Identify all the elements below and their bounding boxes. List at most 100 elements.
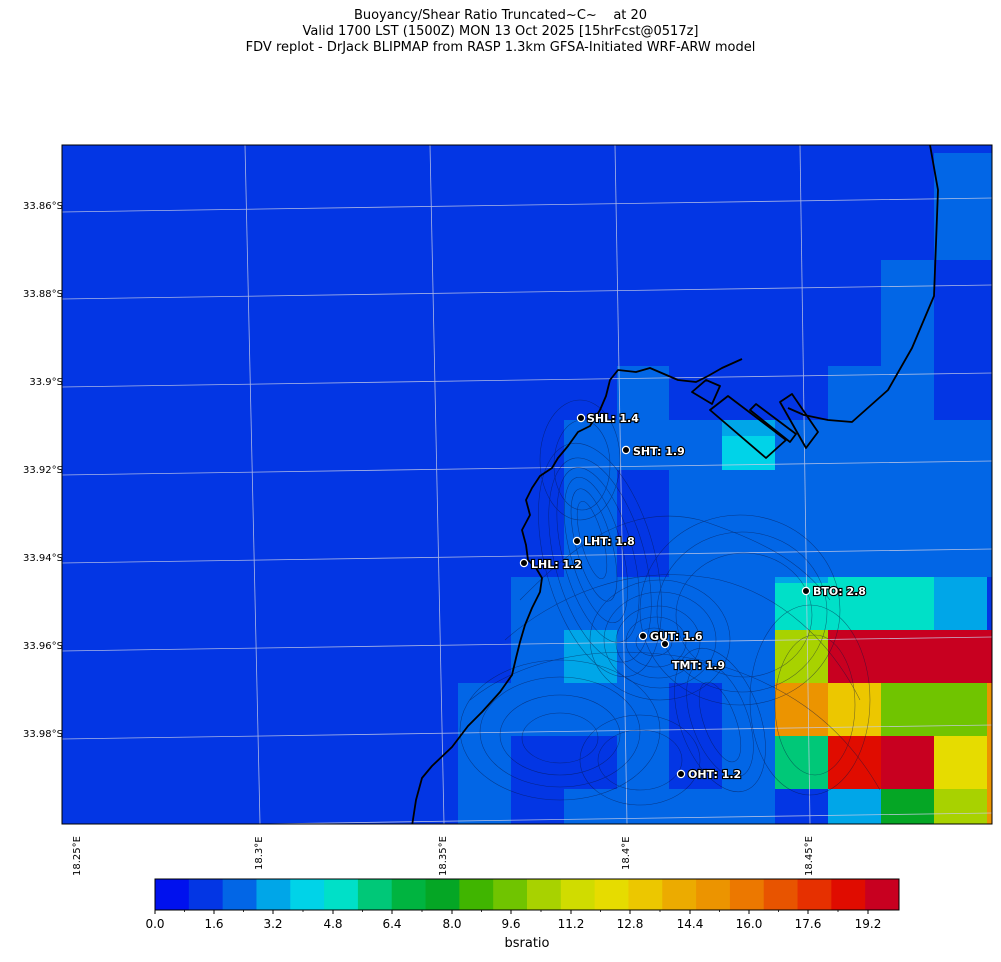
colorbar-swatch (763, 879, 799, 910)
parallel-33.96 (62, 636, 992, 652)
station-dot[interactable] (801, 586, 811, 596)
field-cell (617, 736, 669, 789)
lat-label-33.94: 33.94°S (23, 553, 63, 564)
parallel-34.0 (234, 812, 992, 824)
parallel-33.92 (62, 460, 992, 476)
colorbar-swatch (391, 879, 427, 910)
station-label: OHT: 1.2 (688, 768, 741, 781)
station-tmt[interactable]: TMT: 1.9 (660, 639, 726, 673)
colorbar-swatch (222, 879, 257, 910)
parallel-33.98 (62, 724, 992, 740)
parallel-33.88 (62, 284, 992, 300)
field-cell (881, 683, 987, 736)
colorbar-tick-label: 6.4 (382, 917, 402, 931)
parallel-33.86 (62, 197, 992, 213)
station-oht[interactable]: OHT: 1.2 (676, 767, 742, 782)
field-cell (775, 630, 828, 683)
station-label: SHT: 1.9 (633, 445, 685, 458)
colorbar-swatch (696, 879, 731, 910)
field-cell (828, 736, 881, 789)
lat-label-33.98: 33.98°S (23, 729, 63, 740)
station-bto[interactable]: BTO: 2.8 (801, 584, 867, 599)
lat-label-33.9: 33.9°S (29, 377, 63, 388)
colorbar-title: bsratio (504, 936, 550, 951)
field-cell (828, 420, 992, 577)
colorbar-tick-label: 17.6 (794, 917, 822, 931)
colorbar-swatch (324, 879, 359, 910)
field-cell (934, 736, 987, 789)
colorbar-tick-label: 14.4 (676, 917, 704, 931)
station-sht[interactable]: SHT: 1.9 (621, 444, 686, 459)
terrain-contours (459, 399, 881, 806)
colorbar-swatch (188, 879, 224, 910)
station-lht[interactable]: LHT: 1.8 (572, 534, 636, 549)
station-dot[interactable] (638, 631, 648, 641)
field-cell (828, 789, 881, 824)
lon-label-18.45: 18.45°E (804, 836, 815, 876)
colorbar-tick-label: 9.6 (501, 917, 521, 931)
station-label: BTO: 2.8 (813, 585, 866, 598)
map-title: Buoyancy/Shear Ratio Truncated~C~ at 20 … (0, 8, 1001, 56)
field-cell (881, 736, 934, 789)
field-cell (722, 789, 775, 824)
station-dot[interactable] (572, 536, 582, 546)
colorbar-tick-label: 11.2 (557, 917, 585, 931)
station-dot[interactable] (621, 445, 631, 455)
harbour-breakwater-2 (709, 395, 787, 459)
colorbar-tick-label: 19.2 (854, 917, 882, 931)
station-gut[interactable]: GUT: 1.6 (638, 629, 704, 644)
title-line-1: Buoyancy/Shear Ratio Truncated~C~ at 20 (353, 8, 648, 23)
harbour-breakwater-1 (691, 379, 721, 405)
colorbar-swatch (662, 879, 697, 910)
lon-label-18.25: 18.25°E (72, 836, 83, 876)
colorbar-swatch (831, 879, 866, 910)
colorbar-swatch (594, 879, 629, 910)
colorbar-swatch (797, 879, 832, 910)
colorbar-tick-label: 3.2 (263, 917, 283, 931)
field-cell (987, 736, 992, 824)
station-shl[interactable]: SHL: 1.4 (576, 411, 640, 426)
field-cell (775, 736, 828, 789)
colorbar-tick-label: 0.0 (145, 917, 165, 931)
field-cell (775, 683, 828, 736)
station-lhl[interactable]: LHL: 1.2 (519, 557, 583, 572)
colorbar-swatch (256, 879, 291, 910)
station-dot[interactable] (660, 639, 670, 649)
colorbar-swatch (459, 879, 494, 910)
field-cell (934, 153, 992, 260)
field-cell (881, 260, 934, 366)
parallel-33.9 (62, 372, 992, 388)
field-cell (617, 366, 669, 420)
colorbar-tick-label: 4.8 (323, 917, 343, 931)
field-cell (564, 683, 617, 736)
field-cell (617, 420, 669, 470)
meridian-18.35 (429, 145, 445, 824)
lat-label-33.86: 33.86°S (23, 201, 63, 212)
station-label: LHT: 1.8 (584, 535, 635, 548)
station-dot[interactable] (519, 558, 529, 568)
field-cell (934, 789, 987, 824)
field-cell (987, 683, 992, 736)
field-cell (458, 683, 511, 789)
station-dot[interactable] (576, 413, 586, 423)
colorbar-tick-label: 12.8 (616, 917, 644, 931)
field-cell (881, 789, 934, 824)
field-cell (669, 577, 775, 630)
field-cell (987, 630, 992, 683)
colorbar-swatch (493, 879, 528, 910)
station-label: TMT: 1.9 (672, 659, 725, 672)
field-cell (669, 630, 775, 683)
lat-label-33.96: 33.96°S (23, 641, 63, 652)
station-dot[interactable] (676, 769, 686, 779)
lon-label-18.3: 18.3°E (254, 836, 265, 870)
lat-lon-grid (62, 145, 992, 824)
colorbar-swatch (628, 879, 663, 910)
bsratio-field (62, 145, 992, 824)
colorbar-swatch (290, 879, 325, 910)
lon-label-18.4: 18.4°E (621, 836, 632, 870)
meridian-18.3 (244, 145, 261, 824)
colorbar-tick-label: 16.0 (735, 917, 763, 931)
title-line-2: Valid 1700 LST (1500Z) MON 13 Oct 2025 [… (302, 24, 699, 39)
field-cell (564, 789, 617, 824)
